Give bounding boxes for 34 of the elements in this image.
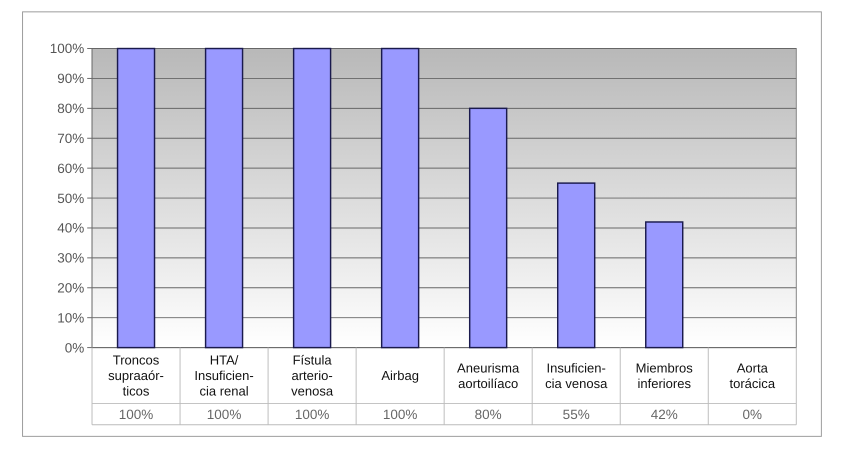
data-label: 100%	[118, 406, 154, 422]
y-tick-label: 10%	[57, 310, 84, 326]
data-label: 80%	[474, 406, 502, 422]
x-tick-label: Fístula arterio- venosa	[291, 352, 334, 399]
x-tick-label: Insuficien- cia venosa	[545, 360, 608, 391]
bar	[204, 48, 244, 348]
x-tick-label: Aorta torácica	[729, 360, 776, 391]
bar	[556, 182, 596, 348]
x-tick-label: Airbag	[381, 368, 419, 384]
data-label: 0%	[742, 406, 762, 422]
y-tick-label: 30%	[57, 250, 84, 266]
data-label: 55%	[562, 406, 590, 422]
y-tick-label: 0%	[64, 340, 84, 356]
y-tick-label: 40%	[57, 220, 84, 236]
y-tick-label: 20%	[57, 280, 84, 296]
x-tick-label: Aneurisma aortoilíaco	[457, 360, 520, 391]
bar	[116, 48, 156, 348]
y-tick-label: 100%	[50, 41, 84, 56]
data-label: 42%	[650, 406, 678, 422]
data-label: 100%	[294, 406, 330, 422]
bar	[292, 48, 332, 348]
y-tick-label: 90%	[57, 71, 84, 86]
y-tick-label: 70%	[57, 130, 84, 146]
y-tick-label: 80%	[57, 101, 84, 116]
x-tick-label: HTA/ Insuficien- cia renal	[194, 352, 254, 399]
data-label: 100%	[206, 406, 242, 422]
y-tick-label: 50%	[57, 190, 84, 206]
data-label: 100%	[382, 406, 418, 422]
x-tick-label: Miembros inferiores	[636, 360, 694, 391]
bar	[468, 108, 508, 348]
bar	[645, 221, 684, 348]
bar	[380, 48, 420, 348]
y-tick-label: 60%	[57, 160, 84, 176]
x-tick-label: Troncos supraaór- ticos	[108, 352, 164, 399]
